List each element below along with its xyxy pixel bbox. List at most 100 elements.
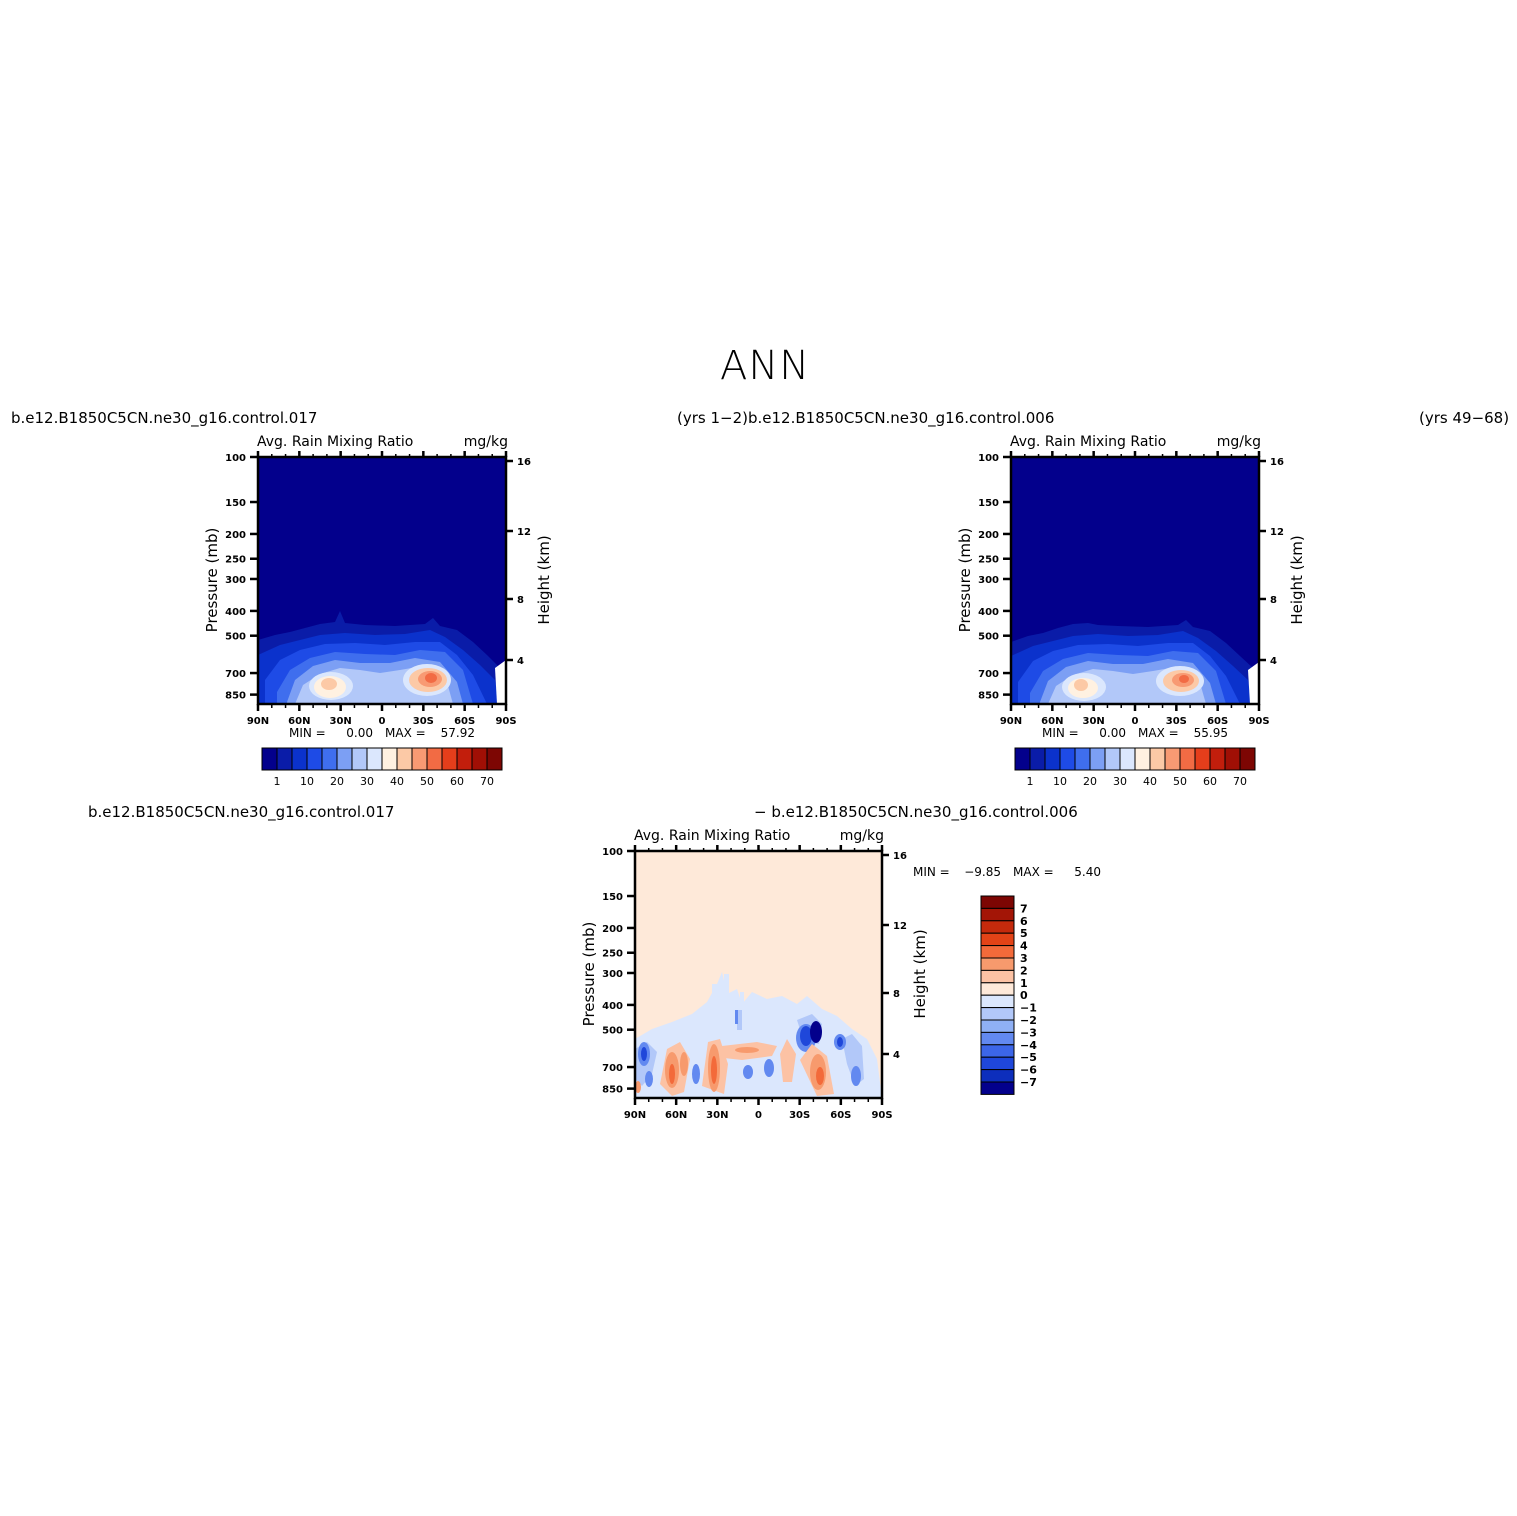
x-tick-label: 60N [1041,716,1063,727]
y-tick-label: 200 [225,530,246,541]
colorbar-box [980,920,1015,934]
figure-title: ANN [720,343,811,389]
colorbar-label: 10 [1053,775,1067,788]
panel3-units: mg/kg [840,828,884,844]
y-right-tick-label: 12 [893,921,907,932]
colorbar-box [1104,747,1121,771]
colorbar-label: 1 [274,775,281,788]
colorbar-box [980,1007,1015,1021]
colorbar-label: 50 [420,775,434,788]
colorbar-box [411,747,428,771]
x-tick-label: 60S [1207,716,1228,727]
colorbar-label: 30 [360,775,374,788]
y-tick-label: 150 [225,498,246,509]
colorbar-label: 5 [1020,927,1028,940]
panel1-min-label: MIN = [289,726,326,740]
panel1-units: mg/kg [464,434,508,450]
panel-control-006: Avg. Rain Mixing Ratio mg/kg 10015020025… [956,434,1306,788]
colorbar-box [980,969,1015,984]
panel1-max-label: MAX = [385,726,426,740]
panel3-title: Avg. Rain Mixing Ratio [634,828,790,844]
colorbar-box [381,747,398,771]
y-tick-label: 150 [602,892,623,903]
x-tick-label: 0 [379,716,386,727]
y-tick-label: 400 [225,607,246,618]
panel-control-017: Avg. Rain Mixing Ratio mg/kg 10015020025… [203,434,553,788]
colorbar-label: 60 [1203,775,1217,788]
colorbar-label: 40 [390,775,404,788]
y-right-tick-label: 16 [893,851,907,862]
colorbar-box [1224,747,1241,771]
x-tick-label: 90N [1000,716,1022,727]
x-tick-label: 0 [755,1110,762,1121]
y-right-tick-label: 4 [1270,656,1277,667]
bottom-left-run-label: b.e12.B1850C5CN.ne30_g16.control.017 [88,803,395,821]
x-tick-label: 30N [706,1110,728,1121]
top-left-run-label: b.e12.B1850C5CN.ne30_g16.control.017 [11,409,318,427]
y-tick-label: 150 [978,498,999,509]
panel2-colorbar: 1 10 20 30 40 50 60 70 [1014,747,1256,788]
colorbar-label: −2 [1020,1014,1037,1027]
y-tick-label: 850 [602,1085,623,1096]
y-tick-label: 250 [978,555,999,566]
panel3-axes: 100 150 200 250 300 400 500 700 850 16 12 8 4 90N 60N 3… [602,845,907,1121]
y-tick-label: 200 [602,924,623,935]
colorbar-box [980,1056,1015,1071]
x-tick-label: 0 [1132,716,1139,727]
colorbar-box [1029,747,1046,771]
bottom-right-run-label: − b.e12.B1850C5CN.ne30_g16.control.006 [754,803,1078,821]
panel2-max-label: MAX = [1138,726,1179,740]
colorbar-box [336,747,353,771]
colorbar-label: 6 [1020,915,1028,928]
colorbar-label: 3 [1020,952,1028,965]
y-tick-label: 100 [602,847,623,858]
y-right-tick-label: 12 [1270,527,1284,538]
colorbar-label: 40 [1143,775,1157,788]
x-tick-label: 30N [1083,716,1105,727]
x-tick-label: 30S [789,1110,810,1121]
y-right-tick-label: 16 [517,457,531,468]
panel2-ylabel: Pressure (mb) [956,528,974,633]
colorbar-label: 50 [1173,775,1187,788]
colorbar-label: 70 [1233,775,1247,788]
panel2-axes: 100 150 200 250 300 400 500 700 850 16 12 8 4 90N 60N 3… [978,451,1284,727]
colorbar-box [261,747,278,771]
y-tick-label: 200 [978,530,999,541]
colorbar-label: 2 [1020,964,1028,977]
panel3-ylabel: Pressure (mb) [580,922,598,1027]
panel3-min-label: MIN = [913,865,950,879]
colorbar-label: −1 [1020,1002,1037,1015]
y-right-tick-label: 8 [893,989,900,1000]
colorbar-box [1179,747,1196,771]
panel2-max-value: 55.95 [1194,726,1228,740]
colorbar-box [441,747,458,771]
x-tick-label: 30S [413,716,434,727]
y-right-tick-label: 8 [517,595,524,606]
panel1-ylabel-right: Height (km) [535,535,553,624]
colorbar-label: 1 [1027,775,1034,788]
colorbar-box [351,747,368,771]
colorbar-label: 4 [1020,940,1028,953]
y-tick-label: 500 [978,632,999,643]
colorbar-label: −7 [1020,1076,1037,1089]
panel1-colorbar: 1 10 20 30 40 50 60 70 [261,747,503,788]
colorbar-box [1119,747,1136,771]
colorbar-box [1209,747,1226,771]
panel2-title: Avg. Rain Mixing Ratio [1010,434,1166,450]
panel3-max-value: 5.40 [1074,865,1101,879]
colorbar-box [980,1031,1015,1046]
colorbar-box [456,747,473,771]
colorbar-label: −6 [1020,1064,1037,1077]
colorbar-box [1044,747,1061,771]
colorbar-box [1149,747,1166,771]
y-tick-label: 850 [225,691,246,702]
panel1-ylabel: Pressure (mb) [203,528,221,633]
panel2-ylabel-right: Height (km) [1288,535,1306,624]
colorbar-label: 70 [480,775,494,788]
colorbar-box [1089,747,1106,771]
y-tick-label: 100 [225,453,246,464]
colorbar-label: −5 [1020,1051,1037,1064]
y-tick-label: 700 [978,669,999,680]
x-tick-label: 90S [495,716,516,727]
y-right-tick-label: 4 [893,1050,900,1061]
